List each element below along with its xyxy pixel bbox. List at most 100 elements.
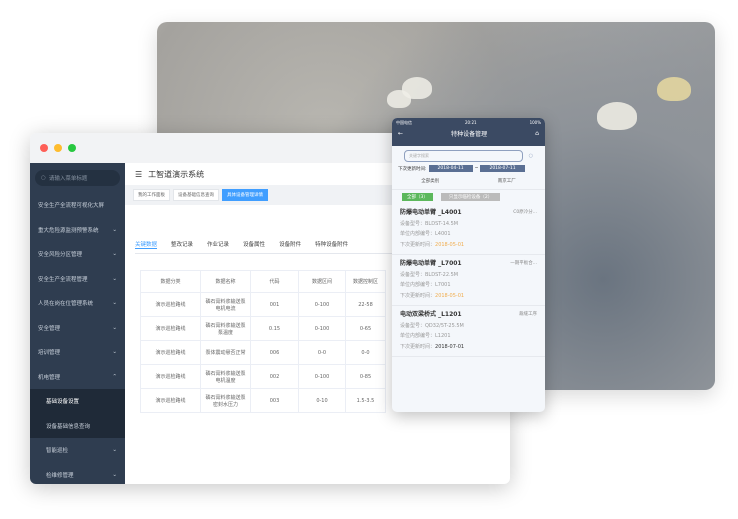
factory-filter[interactable]: 南京工厂 [497, 179, 516, 184]
table-cell: 磷石膏料浆输送泵电机温度 [200, 364, 251, 389]
sidebar-item[interactable]: 重大危险源监测预警系统 ⌄ [30, 218, 125, 243]
close-dot[interactable] [40, 144, 48, 152]
sidebar-item-label: 设备基础信息查询 [46, 423, 91, 430]
tab-1[interactable]: 整改记录 [171, 242, 194, 248]
table-cell: 演示巡检路线 [140, 388, 201, 413]
chevron-icon: ⌄ [112, 349, 117, 356]
table-row: 演示巡检路线 磷石膏料浆输送泵电机电流 001 0-100 22-58 [140, 292, 386, 317]
sidebar-item[interactable]: 人员在岗在位管理系统 ⌄ [30, 291, 125, 316]
phone-title: 特种设备管理 [451, 131, 488, 138]
tab-5[interactable]: 特种设备附件 [315, 242, 349, 248]
column-header: 数据区间 [298, 270, 346, 293]
sidebar-item-label: 安全生产全流程可视化大屏 [38, 203, 105, 210]
date-to[interactable]: 2018-07-11 [480, 165, 525, 172]
date-sep: ~ [474, 166, 479, 171]
sidebar-item-label: 培训管理 [38, 350, 61, 357]
table-cell: 0-0 [345, 340, 386, 365]
column-header: 数据控制区 [345, 270, 386, 293]
battery: 100% [529, 120, 541, 125]
type-filter[interactable]: 全部类别 [421, 179, 440, 184]
table-cell: 演示巡检路线 [140, 340, 201, 365]
sidebar-item[interactable]: 培训管理 ⌄ [30, 340, 125, 365]
next-update: 下次更新时间：2018-05-01 [400, 291, 537, 302]
search-icon[interactable]: ○ [528, 153, 533, 159]
sidebar-item[interactable]: 设备基础信息查询 [30, 413, 125, 438]
table-cell: 0-0 [298, 340, 346, 365]
table-row: 演示巡检路线 磷石膏料浆输送泵密封水压力 003 0-10 1.5-3.5 [140, 388, 386, 413]
next-label: 下次更新时间： [400, 343, 436, 350]
table-cell: 0-10 [298, 388, 346, 413]
table-cell: 001 [250, 292, 299, 317]
tab-tag[interactable]: 我的工作面板 [133, 189, 170, 201]
tab-tag[interactable]: 设备基础信息查询 [173, 189, 219, 201]
menu-search-input[interactable]: ○ 请输入菜单标题 [35, 170, 120, 186]
card-title: 防爆电动单臂 _L4001 [400, 209, 462, 216]
sidebar-item[interactable]: 检维修管理 ⌄ [30, 463, 125, 485]
chevron-icon: ⌄ [112, 275, 117, 282]
model: 设备型号：BLDST-14.5M [400, 220, 459, 227]
table-cell: 演示巡检路线 [140, 292, 201, 317]
table-cell: 演示巡检路线 [140, 316, 201, 341]
card-title: 防爆电动单臂 _L7001 [400, 260, 462, 267]
sidebar-item[interactable]: 安全生产全流程可视化大屏 [30, 193, 125, 218]
table-cell: 0.15 [250, 316, 299, 341]
sidebar-item[interactable]: 安全风险分区管理 ⌄ [30, 242, 125, 267]
sidebar-item[interactable]: 基础设备设置 [30, 389, 125, 414]
next-label: 下次更新时间： [400, 241, 436, 248]
sidebar-item-label: 重大危险源监测预警系统 [38, 227, 99, 234]
search-placeholder: 请输入菜单标题 [48, 176, 88, 182]
column-header: 代码 [250, 270, 299, 293]
chevron-icon: ⌄ [112, 447, 117, 454]
only-button[interactable]: 只显示临检设备（2） [440, 193, 501, 201]
table-cell: 演示巡检路线 [140, 364, 201, 389]
sidebar-item[interactable]: 机电管理 ⌃ [30, 365, 125, 390]
table-cell: 0-65 [345, 316, 386, 341]
equipment-card[interactable]: 防爆电动单臂 _L4001 C0原冷分... 设备型号：BLDST-14.5M 单位内… [392, 204, 545, 255]
code: 单位内部编号：L1201 [400, 333, 451, 339]
next-update: 下次更新时间：2018-05-01 [400, 240, 537, 251]
sidebar-item[interactable]: 安全生产全流程管理 ⌄ [30, 267, 125, 292]
sidebar-item[interactable]: 智能巡检 ⌄ [30, 438, 125, 463]
table-row: 演示巡检路线 磷石膏料浆输送泵电机温度 002 0-100 0-85 [140, 364, 386, 389]
table-cell: 磷石膏料浆输送泵密封水压力 [200, 388, 251, 413]
card-title: 电动双梁桥式 _L1201 [400, 311, 462, 318]
tab-tag[interactable]: 具体设备管理详情 [222, 189, 268, 201]
tab-3[interactable]: 设备属性 [243, 242, 266, 248]
card-title-row: 电动双梁桥式 _L1201 裁缝工序 [400, 310, 537, 321]
clock: 20:21 [465, 120, 477, 125]
date-from[interactable]: 2018-04-11 [428, 165, 473, 172]
home-icon[interactable]: ⌂ [535, 130, 539, 137]
location: C0原冷分... [513, 210, 537, 215]
table-cell: 磷石膏料浆输送泵电机电流 [200, 292, 251, 317]
next-date: 2018-07-01 [435, 343, 465, 350]
minimize-dot[interactable] [54, 144, 62, 152]
chevron-icon: ⌄ [112, 324, 117, 331]
page-title: 工智道演示系统 [148, 169, 205, 179]
next-label: 下次更新时间： [400, 292, 436, 299]
table-cell: 泵体震动悬否正常 [200, 340, 251, 365]
next-date: 2018-05-01 [435, 292, 465, 299]
column-header: 数据分类 [140, 270, 201, 293]
table-cell: 0-100 [298, 292, 346, 317]
next-date: 2018-05-01 [435, 241, 465, 248]
all-button[interactable]: 全部（3） [402, 193, 433, 201]
desktop-window: ○ 请输入菜单标题 安全生产全流程可视化大屏 重大危险源监测预警系统 ⌄ 安全风险分区管… [30, 133, 510, 484]
card-title-row: 防爆电动单臂 _L7001 一期平板合... [400, 259, 537, 270]
carrier: 中国电信 [396, 120, 412, 125]
chevron-icon: ⌄ [112, 471, 117, 478]
sidebar-item-label: 安全管理 [38, 325, 61, 332]
equipment-card[interactable]: 防爆电动单臂 _L7001 一期平板合... 设备型号：BLDST-22.5M 单位内… [392, 255, 545, 306]
menu-toggle-icon[interactable]: ☰ [135, 169, 143, 179]
tab-0[interactable]: 关键数据 [135, 242, 158, 249]
table-cell: 1.5-3.5 [345, 388, 386, 413]
sidebar-item-label: 基础设备设置 [46, 399, 80, 406]
phone-search-input[interactable]: 关键字搜索 [404, 150, 523, 162]
back-arrow-icon[interactable]: ← [398, 130, 404, 137]
maximize-dot[interactable] [68, 144, 76, 152]
sidebar-item[interactable]: 安全管理 ⌄ [30, 316, 125, 341]
tab-2[interactable]: 作业记录 [207, 242, 230, 248]
table-cell: 22-58 [345, 292, 386, 317]
tab-4[interactable]: 设备附件 [279, 242, 302, 248]
location: 一期平板合... [510, 261, 537, 266]
equipment-card[interactable]: 电动双梁桥式 _L1201 裁缝工序 设备型号：QD32/5T-25.5M 单位内部编… [392, 306, 545, 357]
